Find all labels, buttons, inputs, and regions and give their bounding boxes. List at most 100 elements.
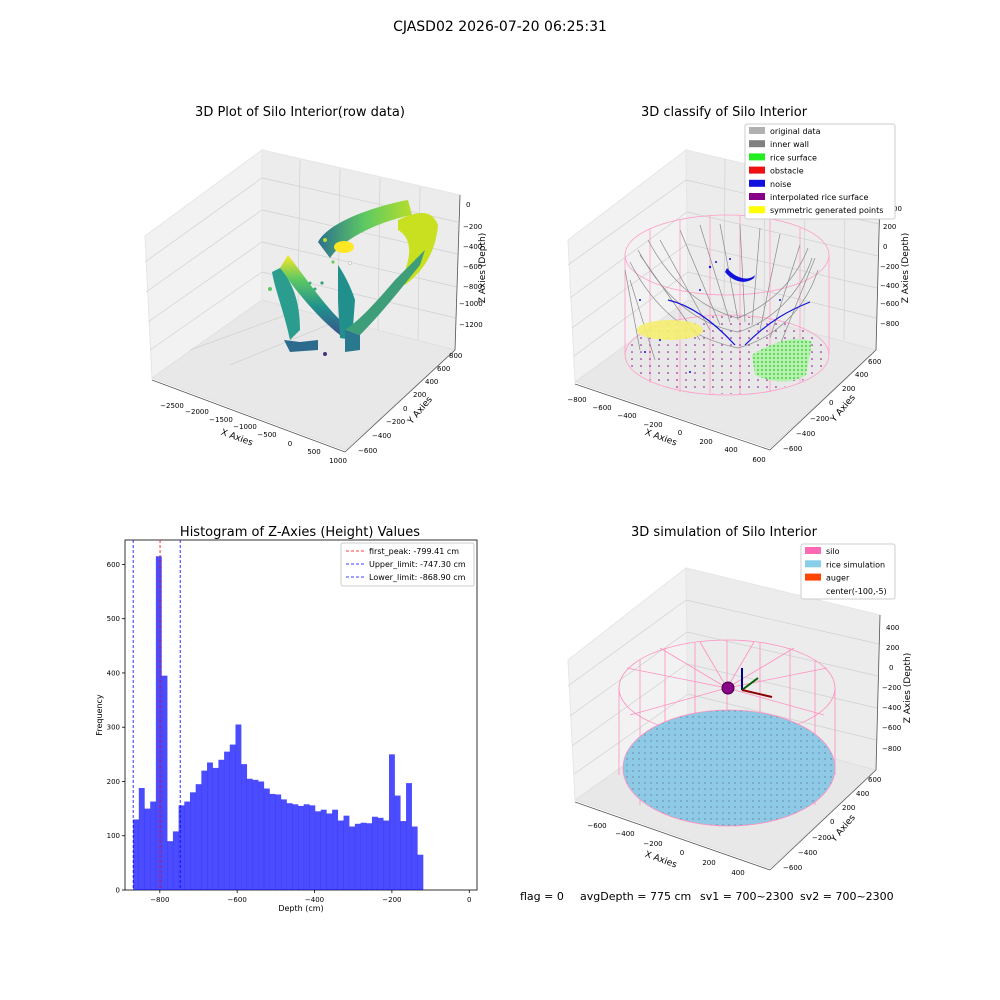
simulation-3d-axes — [574, 614, 881, 871]
histogram-x-tick-label: −400 — [305, 896, 324, 904]
classify-3d-z-tick: −200 — [880, 263, 899, 271]
classify-3d-z-tick: −400 — [880, 282, 899, 290]
raw-3d-y-tick: 0 — [403, 405, 407, 413]
raw-3d-zlabel: Z Axies (Depth) — [478, 233, 488, 304]
histogram-bar — [235, 724, 242, 890]
simulation-3d-title: 3D simulation of Silo Interior — [631, 525, 818, 540]
histogram-y-tick-label: 600 — [107, 561, 120, 569]
classify-3d-symmetric-points — [637, 320, 703, 340]
footer-avg-depth: avgDepth = 775 cm — [580, 890, 691, 903]
raw-3d-y-tick: 600 — [437, 365, 450, 373]
classify-3d-axes — [574, 194, 881, 451]
axis-arrow-x — [741, 689, 773, 698]
simulation-3d-y-ticks: −600 −400 −200 0 200 400 600 — [783, 776, 881, 872]
raw-3d-x-tick: −1000 — [233, 423, 257, 431]
raw-3d-x-tick: 1000 — [329, 457, 347, 465]
raw-3d-x-tick: −2000 — [185, 408, 209, 416]
classify-3d-x-tick: 600 — [752, 456, 765, 464]
raw-3d-x-tick: −1500 — [209, 416, 233, 424]
legend-frame — [800, 543, 896, 600]
histogram-bar — [133, 819, 140, 890]
raw-3d-z-tick: 0 — [466, 201, 470, 209]
histogram-bar — [286, 803, 293, 890]
legend-label: first_peak: -799.41 cm — [369, 547, 459, 556]
panel-classify-3d: 3D classify of Silo Interior — [567, 105, 911, 464]
classify-3d-legend: original data inner wall rice surface obsta… — [744, 123, 896, 220]
histogram-x-tick-label: −600 — [228, 896, 247, 904]
histogram-bar — [303, 804, 310, 890]
classify-3d-x-tick: −400 — [617, 412, 636, 420]
raw-3d-y-tick: 800 — [449, 352, 462, 360]
simulation-3d-x-tick: 0 — [680, 849, 684, 857]
histogram-bar — [371, 816, 378, 890]
legend-swatch — [749, 206, 765, 214]
histogram-y-tick-label: 400 — [107, 669, 120, 677]
histogram-title: Histogram of Z-Axies (Height) Values — [180, 525, 420, 540]
histogram-bar — [360, 822, 367, 890]
histogram-bar — [212, 767, 219, 890]
histogram-legend: first_peak: -799.41 cm Upper_limit: -747.… — [340, 542, 475, 587]
histogram-bar — [155, 556, 162, 890]
histogram-bar — [218, 759, 225, 890]
auger-head — [721, 681, 735, 695]
figure-suptitle: CJASD02 2026-07-20 06:25:31 — [393, 19, 607, 35]
histogram-bar — [269, 793, 276, 890]
panel-raw-3d: 3D Plot of Silo Interior(row data) — [144, 105, 488, 465]
histogram-bar — [354, 823, 361, 890]
footer-sv1: sv1 = 700~2300 — [700, 890, 794, 903]
simulation-3d-zlabel: Z Axies (Depth) — [903, 653, 913, 724]
histogram-y-tick-label: 100 — [107, 832, 120, 840]
histogram-bar — [195, 784, 202, 890]
histogram-y-tick-label: 300 — [107, 724, 120, 732]
histogram-bar — [332, 809, 339, 890]
histogram-ylabel: Frequency — [95, 694, 104, 736]
histogram-bar — [258, 781, 265, 890]
classify-3d-y-tick: −600 — [783, 445, 802, 453]
simulation-3d-x-tick: −600 — [587, 822, 606, 830]
legend-label: Upper_limit: -747.30 cm — [369, 560, 466, 569]
legend-label: auger — [826, 574, 850, 583]
legend-label: silo — [826, 547, 840, 556]
classify-3d-y-ticks: −600 −400 −200 0 200 400 600 — [783, 358, 881, 453]
footer-sv2: sv2 = 700~2300 — [800, 890, 894, 903]
simulation-3d-y-tick: −200 — [812, 834, 831, 842]
classify-3d-zlabel: Z Axies (Depth) — [901, 233, 911, 304]
legend-frame — [744, 123, 896, 220]
legend-swatch — [749, 193, 765, 200]
simulation-3d-z-ticks: 400 200 0 −200 −400 −600 −800 — [882, 624, 901, 753]
raw-3d-x-tick: 500 — [307, 448, 320, 456]
classify-3d-z-tick: 00 — [893, 205, 902, 213]
classify-3d-x-tick: −600 — [592, 404, 611, 412]
legend-swatch — [805, 547, 821, 554]
histogram-bar — [224, 751, 230, 890]
raw-3d-y-tick: −200 — [386, 418, 405, 426]
legend-swatch — [749, 179, 765, 187]
histogram-bar — [366, 823, 373, 890]
histogram-bars — [133, 556, 424, 890]
histogram-bar — [349, 826, 356, 890]
classify-3d-z-tick: 0 — [883, 243, 887, 251]
classify-3d-z-tick: −600 — [880, 300, 899, 308]
raw-3d-y-tick: 200 — [413, 391, 426, 399]
simulation-3d-y-tick: 0 — [830, 818, 834, 826]
raw-3d-ylabel: Y Axies — [406, 395, 435, 427]
footer-status: flag = 0 avgDepth = 775 cm sv1 = 700~230… — [520, 890, 894, 903]
histogram-bar — [309, 805, 316, 890]
simulation-3d-x-tick: −400 — [615, 830, 634, 838]
histogram-bar — [172, 831, 179, 890]
raw-3d-x-tick: −2500 — [160, 402, 184, 410]
legend-label: rice simulation — [826, 560, 885, 569]
raw-3d-x-tick: −500 — [257, 431, 276, 439]
simulation-3d-z-tick: 0 — [889, 664, 893, 672]
histogram-bar — [144, 808, 151, 890]
histogram-bar — [184, 801, 191, 890]
histogram-bar — [229, 744, 236, 890]
histogram-bar — [383, 820, 390, 890]
raw-3d-z-tick: −400 — [463, 243, 482, 251]
histogram-bar — [178, 805, 185, 890]
legend-frame — [340, 542, 475, 587]
simulation-3d-z-tick: −400 — [882, 704, 901, 712]
raw-3d-z-tick: −1200 — [459, 321, 483, 329]
simulation-3d-z-tick: 200 — [886, 644, 899, 652]
